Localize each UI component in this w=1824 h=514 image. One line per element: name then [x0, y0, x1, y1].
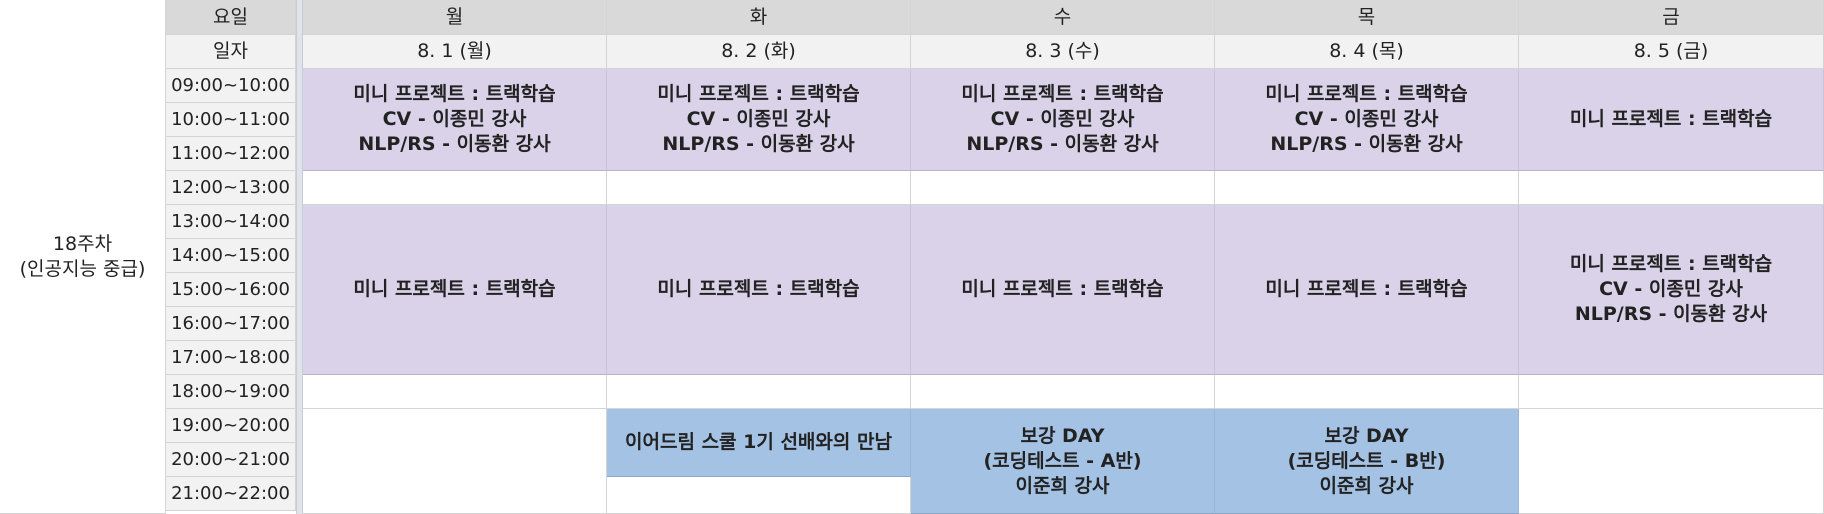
date-label-cell[interactable]: 일자: [166, 35, 296, 69]
time-slot[interactable]: 18:00~19:00: [166, 375, 296, 409]
time-slot[interactable]: 21:00~22:00: [166, 477, 296, 511]
day-header-thu[interactable]: 목: [1215, 0, 1519, 35]
dinner-cell-wed[interactable]: [911, 375, 1215, 409]
session-morning-thu[interactable]: 미니 프로젝트 : 트랙학습 CV - 이종민 강사 NLP/RS - 이동환 …: [1215, 69, 1519, 171]
time-slot[interactable]: 14:00~15:00: [166, 239, 296, 273]
dinner-cell-mon[interactable]: [303, 375, 607, 409]
day-header-tue[interactable]: 화: [607, 0, 911, 35]
evening-cell-mon[interactable]: [303, 409, 607, 514]
week-label-cell[interactable]: 18주차 (인공지능 중급): [0, 0, 166, 514]
lunch-cell-wed[interactable]: [911, 171, 1215, 205]
session-morning-wed[interactable]: 미니 프로젝트 : 트랙학습 CV - 이종민 강사 NLP/RS - 이동환 …: [911, 69, 1215, 171]
date-cell-fri[interactable]: 8. 5 (금): [1519, 35, 1824, 69]
dinner-cell-thu[interactable]: [1215, 375, 1519, 409]
dinner-cell-fri[interactable]: [1519, 375, 1824, 409]
lunch-cell-fri[interactable]: [1519, 171, 1824, 205]
time-slot[interactable]: 09:00~10:00: [166, 69, 296, 103]
session-afternoon-wed[interactable]: 미니 프로젝트 : 트랙학습: [911, 205, 1215, 375]
session-morning-mon[interactable]: 미니 프로젝트 : 트랙학습 CV - 이종민 강사 NLP/RS - 이동환 …: [303, 69, 607, 171]
time-slot[interactable]: 16:00~17:00: [166, 307, 296, 341]
dinner-cell-tue[interactable]: [607, 375, 911, 409]
event-makeup-day-b[interactable]: 보강 DAY (코딩테스트 - B반) 이준희 강사: [1215, 409, 1519, 514]
session-morning-fri[interactable]: 미니 프로젝트 : 트랙학습: [1519, 69, 1824, 171]
event-alumni-meetup[interactable]: 이어드림 스쿨 1기 선배와의 만남: [607, 409, 911, 477]
session-afternoon-fri[interactable]: 미니 프로젝트 : 트랙학습 CV - 이종민 강사 NLP/RS - 이동환 …: [1519, 205, 1824, 375]
time-slot[interactable]: 13:00~14:00: [166, 205, 296, 239]
evening-cell-tue-late[interactable]: [607, 477, 911, 514]
day-header-fri[interactable]: 금: [1519, 0, 1824, 35]
frozen-pane-divider[interactable]: [296, 0, 303, 514]
day-label-cell[interactable]: 요일: [166, 0, 296, 35]
date-cell-mon[interactable]: 8. 1 (월): [303, 35, 607, 69]
time-slot[interactable]: 11:00~12:00: [166, 137, 296, 171]
session-afternoon-tue[interactable]: 미니 프로젝트 : 트랙학습: [607, 205, 911, 375]
session-morning-tue[interactable]: 미니 프로젝트 : 트랙학습 CV - 이종민 강사 NLP/RS - 이동환 …: [607, 69, 911, 171]
lunch-cell-thu[interactable]: [1215, 171, 1519, 205]
date-cell-thu[interactable]: 8. 4 (목): [1215, 35, 1519, 69]
time-slot[interactable]: 15:00~16:00: [166, 273, 296, 307]
time-slot[interactable]: 10:00~11:00: [166, 103, 296, 137]
day-header-wed[interactable]: 수: [911, 0, 1215, 35]
date-cell-tue[interactable]: 8. 2 (화): [607, 35, 911, 69]
time-slot[interactable]: 20:00~21:00: [166, 443, 296, 477]
time-slot[interactable]: 12:00~13:00: [166, 171, 296, 205]
time-slot[interactable]: 17:00~18:00: [166, 341, 296, 375]
lunch-cell-tue[interactable]: [607, 171, 911, 205]
day-header-mon[interactable]: 월: [303, 0, 607, 35]
date-cell-wed[interactable]: 8. 3 (수): [911, 35, 1215, 69]
session-afternoon-mon[interactable]: 미니 프로젝트 : 트랙학습: [303, 205, 607, 375]
session-afternoon-thu[interactable]: 미니 프로젝트 : 트랙학습: [1215, 205, 1519, 375]
time-slot[interactable]: 19:00~20:00: [166, 409, 296, 443]
lunch-cell-mon[interactable]: [303, 171, 607, 205]
evening-cell-fri[interactable]: [1519, 409, 1824, 514]
event-makeup-day-a[interactable]: 보강 DAY (코딩테스트 - A반) 이준희 강사: [911, 409, 1215, 514]
